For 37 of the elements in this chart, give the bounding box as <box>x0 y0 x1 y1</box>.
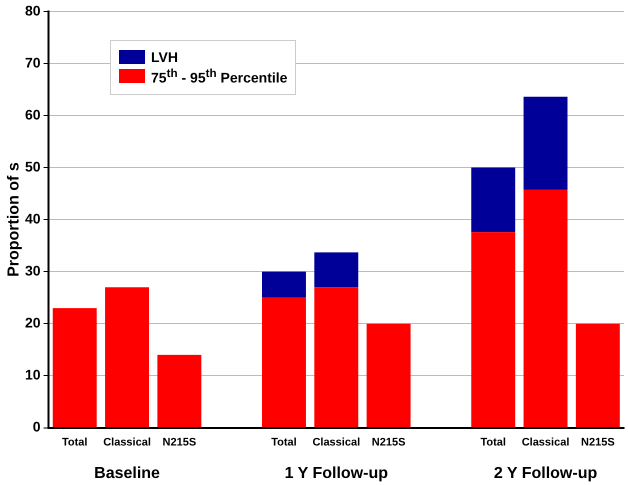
x-tick-label: Total <box>62 436 88 448</box>
bar <box>471 232 516 428</box>
bar <box>105 287 150 428</box>
bar <box>471 168 516 232</box>
text: 1 Y Follow-up <box>284 465 388 482</box>
y-tick-label: 40 <box>24 210 41 226</box>
y-tick-label: 80 <box>24 2 41 18</box>
bar <box>52 308 97 428</box>
bar <box>524 190 568 428</box>
y-tick-label: 20 <box>24 314 41 331</box>
legend-label: LVH <box>151 49 178 65</box>
bar <box>262 272 306 298</box>
bar <box>524 96 568 190</box>
y-tick-label: 0 <box>32 418 41 435</box>
text: 2 Y Follow-up <box>494 465 598 482</box>
x-tick-label: N215S <box>372 436 406 448</box>
x-tick-label: Classical <box>312 436 360 448</box>
x-tick-label: N215S <box>162 436 196 448</box>
x-tick-label: N215S <box>581 436 615 448</box>
text: Baseline <box>94 465 160 482</box>
bar <box>576 324 620 428</box>
x-tick-label: Classical <box>103 436 151 448</box>
bar <box>262 298 306 428</box>
y-axis-title: Proportion of s <box>5 162 22 277</box>
bar <box>314 252 358 288</box>
bar <box>157 354 202 428</box>
bar <box>314 287 358 428</box>
x-tick-label: Classical <box>522 436 570 448</box>
y-tick-label: 10 <box>24 366 41 383</box>
y-tick-label: 50 <box>24 158 41 174</box>
y-tick-label: 60 <box>24 106 41 122</box>
y-tick-label: 70 <box>24 54 41 70</box>
legend-label: 75$^{th}$ - 95$^{th}$ Percentile <box>151 67 288 86</box>
x-tick-label: Total <box>271 436 297 448</box>
bar <box>366 324 411 428</box>
y-tick-label: 30 <box>24 262 41 279</box>
x-tick-label: Total <box>480 436 506 448</box>
